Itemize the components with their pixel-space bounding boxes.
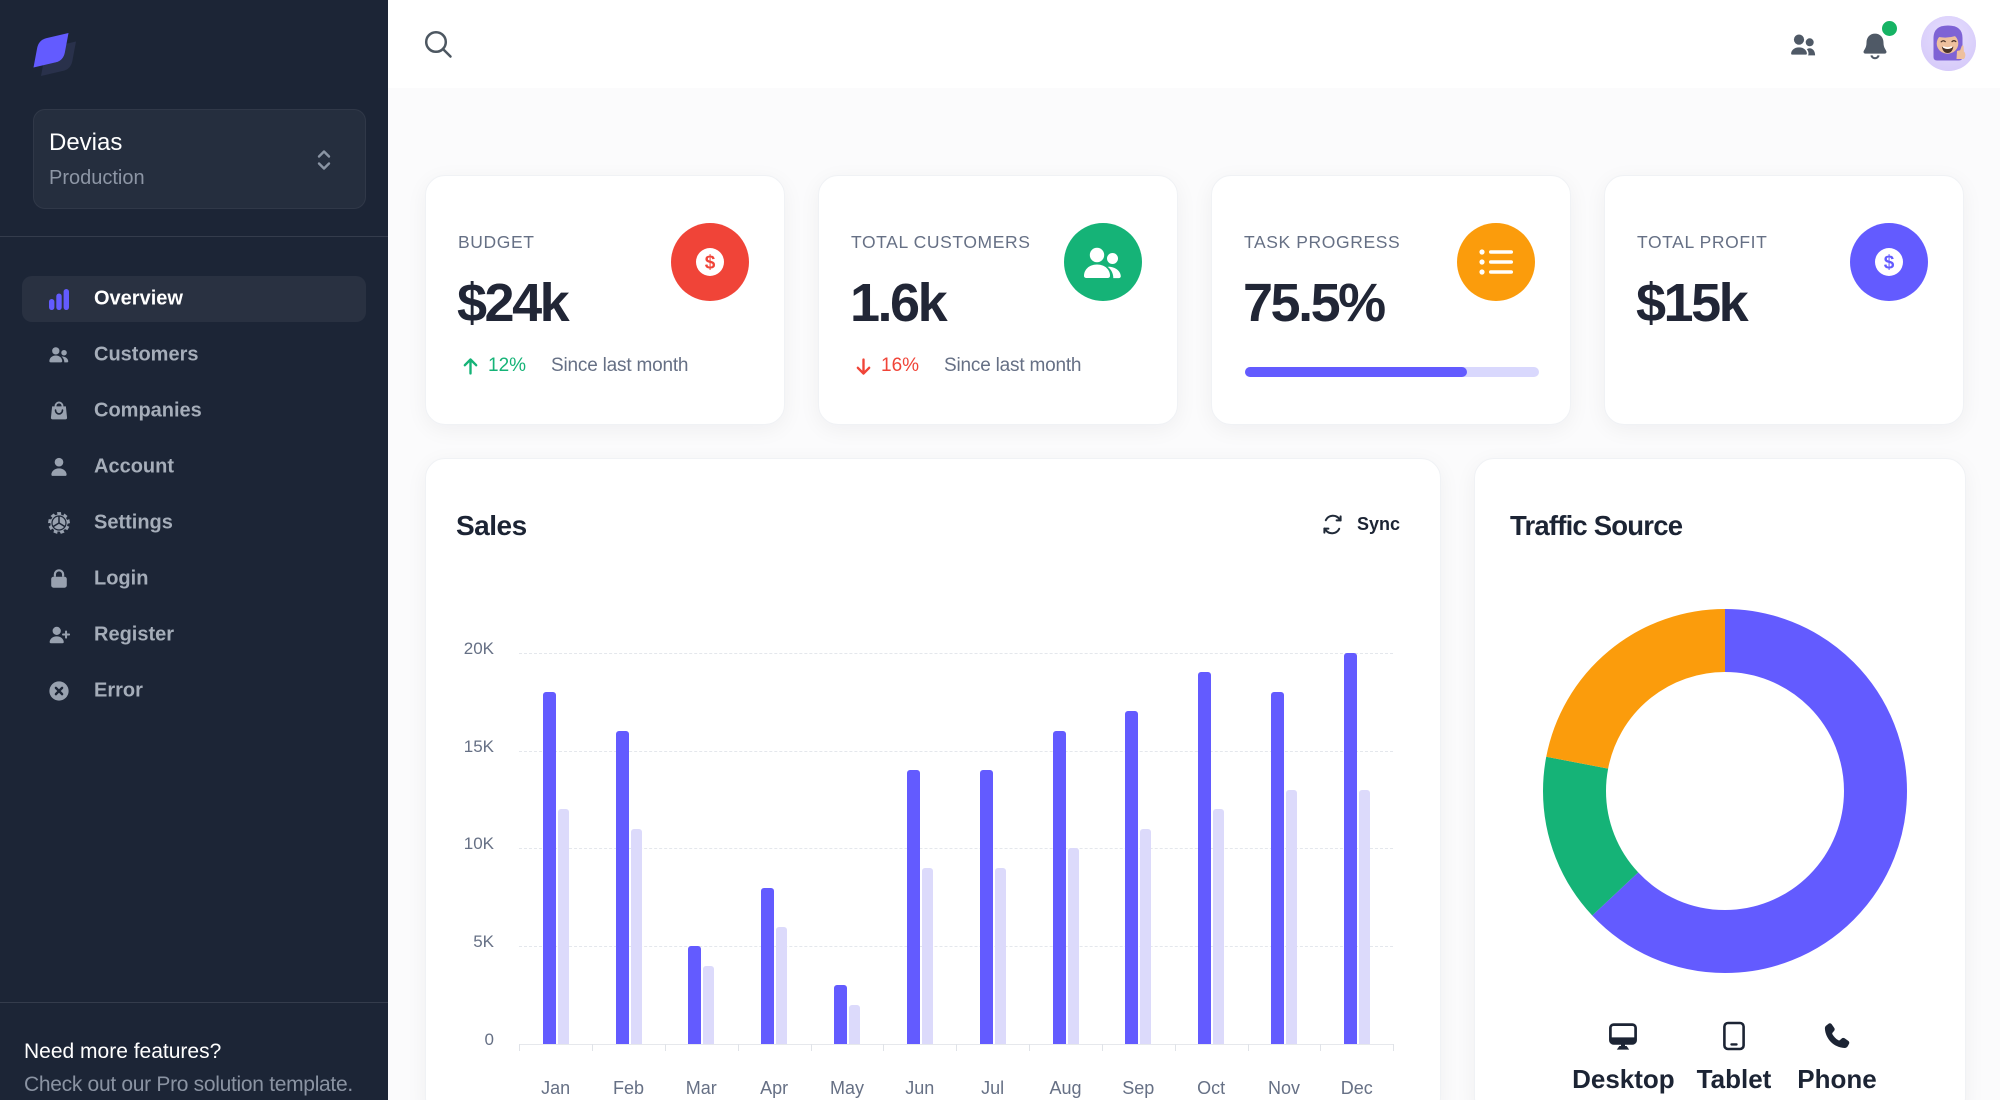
svg-text:$: $: [1884, 253, 1895, 274]
svg-text:$: $: [705, 253, 716, 274]
